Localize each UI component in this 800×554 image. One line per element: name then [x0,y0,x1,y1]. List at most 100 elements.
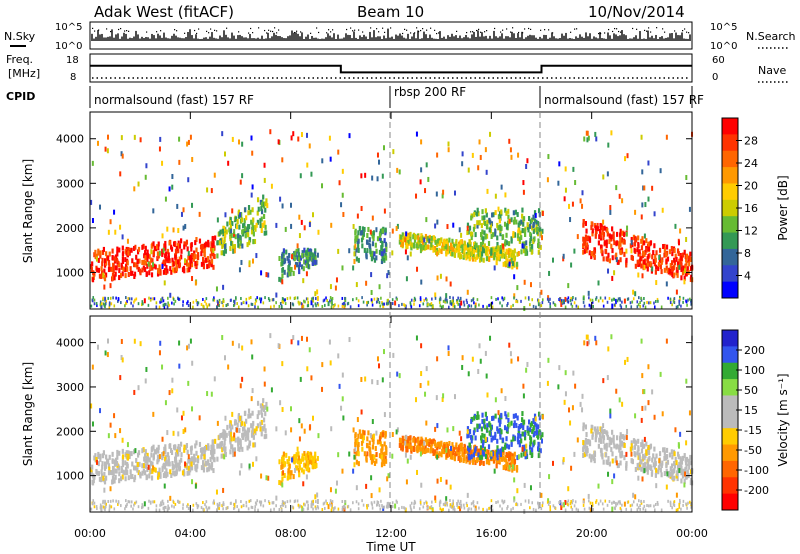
power-cell [588,236,591,242]
velocity-cell [532,432,535,438]
velocity-cell [473,415,476,421]
power-cell [157,268,160,274]
velocity-cell [679,498,681,502]
velocity-cell [169,495,172,501]
velocity-cell [404,440,407,446]
power-cell [619,298,621,302]
power-cell [568,203,571,209]
velocity-cell [615,455,618,461]
velocity-cell [508,452,511,458]
power-cell [517,152,520,158]
power-cell [685,260,688,266]
power-cell [507,241,511,247]
velocity-cell [198,415,201,421]
power-cell [134,262,137,268]
power-cell [441,193,444,199]
power-cell [91,218,94,224]
velocity-cell [666,459,670,465]
velocity-cell [433,449,437,455]
power-cell [221,131,224,137]
nave-tick-top: 60 [712,55,725,66]
noise-dot [194,29,196,32]
velocity-cell [221,335,224,341]
velocity-cell [361,446,364,452]
velocity-cell [188,470,191,476]
power-cell [685,253,689,259]
velocity-cell [537,453,540,459]
velocity-cell [472,452,476,458]
velocity-cell [470,438,473,444]
power-cell [582,219,585,225]
power-cell [124,301,127,305]
power-cell [178,297,180,301]
noise-dot [352,30,354,32]
velocity-cell [203,446,207,452]
velocity-cell [658,461,661,467]
velocity-cell [634,413,637,419]
power-cell [655,250,658,256]
velocity-cell [355,459,358,465]
noise-dot [326,32,328,34]
power-cell [417,243,420,249]
power-cell [678,299,681,303]
power-cell [308,222,311,228]
velocity-cell [510,420,513,426]
power-cell [334,303,336,307]
velocity-cell [342,415,345,421]
power-ytick-label: 1000 [56,266,84,279]
power-cell [357,230,360,236]
power-cell [331,296,334,300]
power-cell [465,298,468,302]
power-cell [683,275,686,281]
power-cell [604,296,607,300]
velocity-cell [156,474,160,480]
noise-dot [466,31,468,34]
velocity-cell [513,420,516,426]
power-cell [374,242,377,248]
velocity-cell [243,421,246,427]
velocity-cell [541,438,544,444]
velocity-cell [243,426,246,432]
power-cell [222,304,224,308]
velocity-cell [654,457,657,463]
power-cell [301,303,304,309]
power-cell [222,300,224,304]
power-cell [102,246,106,252]
power-cell [112,268,115,274]
power-cell [483,220,487,226]
power-cell [133,300,135,304]
power-cell [100,270,104,276]
power-cell [512,219,516,225]
velocity-cell [525,367,528,373]
noise-dot [620,31,622,33]
power-cell [461,248,464,254]
velocity-cell [211,446,214,452]
velocity-cell [306,452,309,458]
power-cell [312,299,314,303]
velocity-cell [504,396,507,402]
velocity-cell [386,503,389,509]
velocity-cell [205,505,208,509]
power-cell [177,248,180,254]
velocity-cell [242,426,245,432]
power-cell [341,265,344,271]
power-cell [453,190,456,196]
velocity-cell [662,447,665,453]
velocity-cell [643,443,646,449]
velocity-cell [518,424,521,430]
velocity-cell [100,477,103,483]
velocity-cell [658,451,662,457]
velocity-cell [285,452,288,458]
power-cell [496,222,499,228]
power-cell [169,266,172,272]
power-cell [468,304,470,308]
power-cell [654,299,657,303]
velocity-cell [190,461,193,467]
velocity-cell [314,494,317,500]
velocity-cell [194,464,197,470]
noise-dot [608,28,610,31]
power-cell [202,297,204,301]
velocity-cell [629,446,632,452]
power-cell [312,296,315,300]
power-cell [223,226,226,232]
